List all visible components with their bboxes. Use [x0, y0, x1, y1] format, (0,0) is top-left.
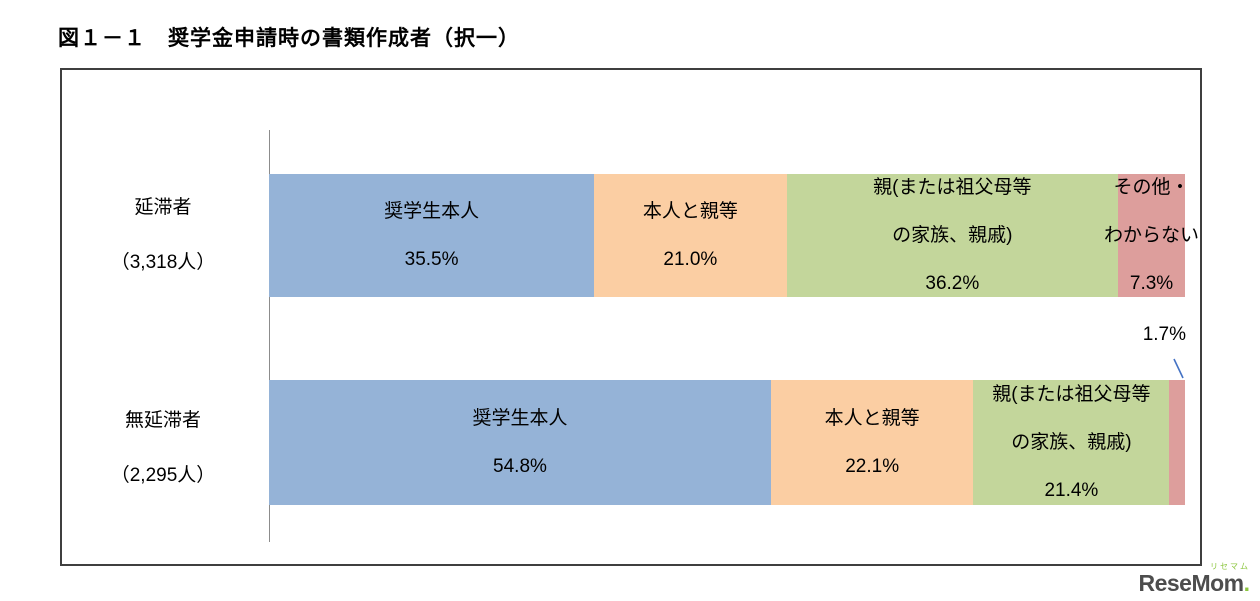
- bar-segment: 親(または祖父母等 の家族、親戚) 36.2%: [786, 174, 1119, 297]
- segment-label-line: 54.8%: [493, 455, 547, 477]
- segment-label-line: 奨学生本人: [472, 407, 568, 429]
- category-label-line: （3,318人）: [110, 252, 216, 273]
- segment-label-line: 本人と親等: [642, 200, 738, 222]
- bar-segment: その他・わからない 7.3%: [1104, 174, 1199, 297]
- callout-label: 1.7%: [1142, 324, 1186, 345]
- segment-label-line: わからない: [1104, 224, 1200, 246]
- watermark-dot: .: [1243, 570, 1250, 596]
- category-label-delinquent: 延滞者 （3,318人）: [62, 180, 264, 290]
- segment-label-line: 奨学生本人: [384, 200, 480, 222]
- bar-segment: 奨学生本人 35.5%: [269, 174, 595, 297]
- segment-label-line: 22.1%: [845, 455, 900, 477]
- bar-segment: 親(または祖父母等 の家族、親戚) 21.4%: [973, 380, 1170, 505]
- bar-segment: 本人と親等 22.1%: [770, 380, 974, 505]
- segment-label-line: 35.5%: [404, 248, 459, 270]
- segment-label-line: 21.0%: [663, 248, 718, 270]
- bar-segment: [1169, 380, 1185, 505]
- bar-segment: 本人と親等 21.0%: [594, 174, 787, 297]
- segment-label-line: の家族、親戚): [892, 224, 1013, 246]
- bar-segment: 奨学生本人 54.8%: [269, 380, 771, 505]
- segment-label-line: 36.2%: [925, 272, 980, 294]
- segment-label-line: 7.3%: [1129, 272, 1174, 294]
- segment-label-line: 親(または祖父母等: [992, 383, 1151, 405]
- segment-label-line: の家族、親戚): [1011, 431, 1132, 453]
- watermark-sub-text: リセマム: [1210, 562, 1250, 571]
- figure-title: 図１－１ 奨学金申請時の書類作成者（択一）: [58, 27, 520, 50]
- chart-box: 延滞者 （3,318人） 無延滞者 （2,295人） 奨学生本人 35.5% 本人と親等…: [60, 68, 1202, 566]
- segment-label-line: その他・: [1113, 176, 1190, 198]
- bar-row-non-delinquent: 奨学生本人 54.8% 本人と親等 22.1% 親(または祖父母等 の家族、親戚) 21.4…: [269, 380, 1185, 505]
- y-axis-line: [269, 130, 270, 542]
- watermark-brand-text: ReseMom: [1138, 570, 1244, 596]
- segment-label-line: 本人と親等: [824, 407, 920, 429]
- bar-row-delinquent: 奨学生本人 35.5% 本人と親等 21.0% 親(または祖父母等 の家族、親戚) 36.2…: [269, 174, 1199, 297]
- segment-label-line: 親(または祖父母等: [873, 176, 1032, 198]
- category-label-line: （2,295人）: [110, 465, 216, 486]
- category-label-non-delinquent: 無延滞者 （2,295人）: [62, 393, 264, 503]
- category-label-line: 延滞者: [134, 197, 192, 218]
- category-label-line: 無延滞者: [124, 410, 201, 431]
- watermark: リセマム ReseMom.: [1138, 563, 1250, 595]
- segment-label-line: 21.4%: [1044, 479, 1099, 501]
